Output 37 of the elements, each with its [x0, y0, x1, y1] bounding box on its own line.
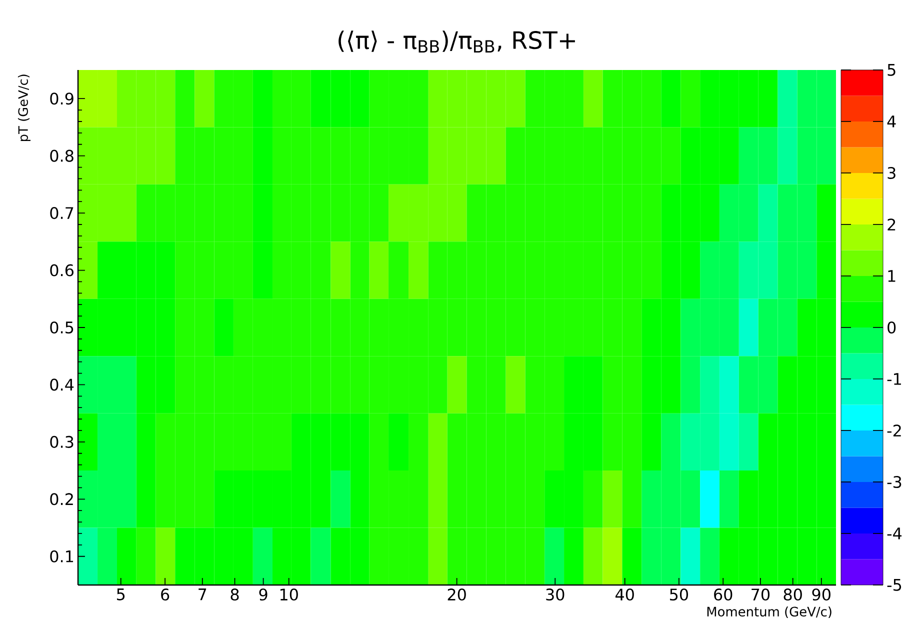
x-tick-label: 10 — [280, 588, 298, 601]
color-bar-label: -4 — [887, 528, 902, 540]
x-tick-label: 20 — [448, 588, 466, 601]
y-tick-label: 0.8 — [50, 150, 74, 162]
color-bar-label: -1 — [887, 373, 901, 385]
y-tick-label: 0.1 — [50, 550, 74, 562]
x-tick-label: 7 — [198, 588, 206, 600]
x-tick-label: 9 — [259, 588, 268, 601]
x-tick-label: 40 — [615, 588, 634, 601]
x-tick-label: 6 — [161, 588, 170, 601]
x-tick-label: 5 — [117, 588, 125, 600]
color-bar-label: 0 — [888, 321, 896, 334]
color-bar-label: -3 — [887, 476, 902, 488]
color-bar-label: 1 — [888, 270, 896, 282]
y-axis-title: pT (GeV/c) — [18, 74, 30, 142]
color-bar-label: -5 — [887, 579, 902, 591]
color-bar-label: 4 — [887, 116, 896, 128]
x-tick-label: 60 — [714, 588, 732, 601]
x-tick-label: 70 — [752, 588, 770, 601]
y-tick-label: 0.3 — [50, 436, 74, 448]
x-axis-title: Momentum (GeV/c) — [707, 606, 832, 618]
x-tick-label: 30 — [546, 588, 564, 601]
y-tick-label: 0.2 — [50, 493, 73, 506]
chart-title: (⟨π⟩ - π$_{BB}$)/π$_{BB}$, RST+ — [338, 30, 575, 52]
color-bar-label: 5 — [888, 64, 896, 76]
y-tick-label: 0.7 — [50, 207, 74, 220]
color-bar-label: 3 — [888, 166, 896, 179]
x-tick-label: 8 — [230, 588, 239, 601]
x-tick-label: 90 — [812, 588, 830, 601]
y-tick-label: 0.4 — [50, 378, 74, 391]
y-tick-label: 0.9 — [50, 92, 74, 105]
y-tick-label: 0.5 — [50, 321, 74, 334]
x-tick-label: 80 — [784, 588, 802, 601]
x-tick-label: 50 — [670, 588, 688, 601]
y-tick-label: 0.6 — [50, 264, 74, 276]
color-bar-label: 2 — [888, 218, 896, 230]
color-bar-label: -2 — [887, 424, 901, 436]
